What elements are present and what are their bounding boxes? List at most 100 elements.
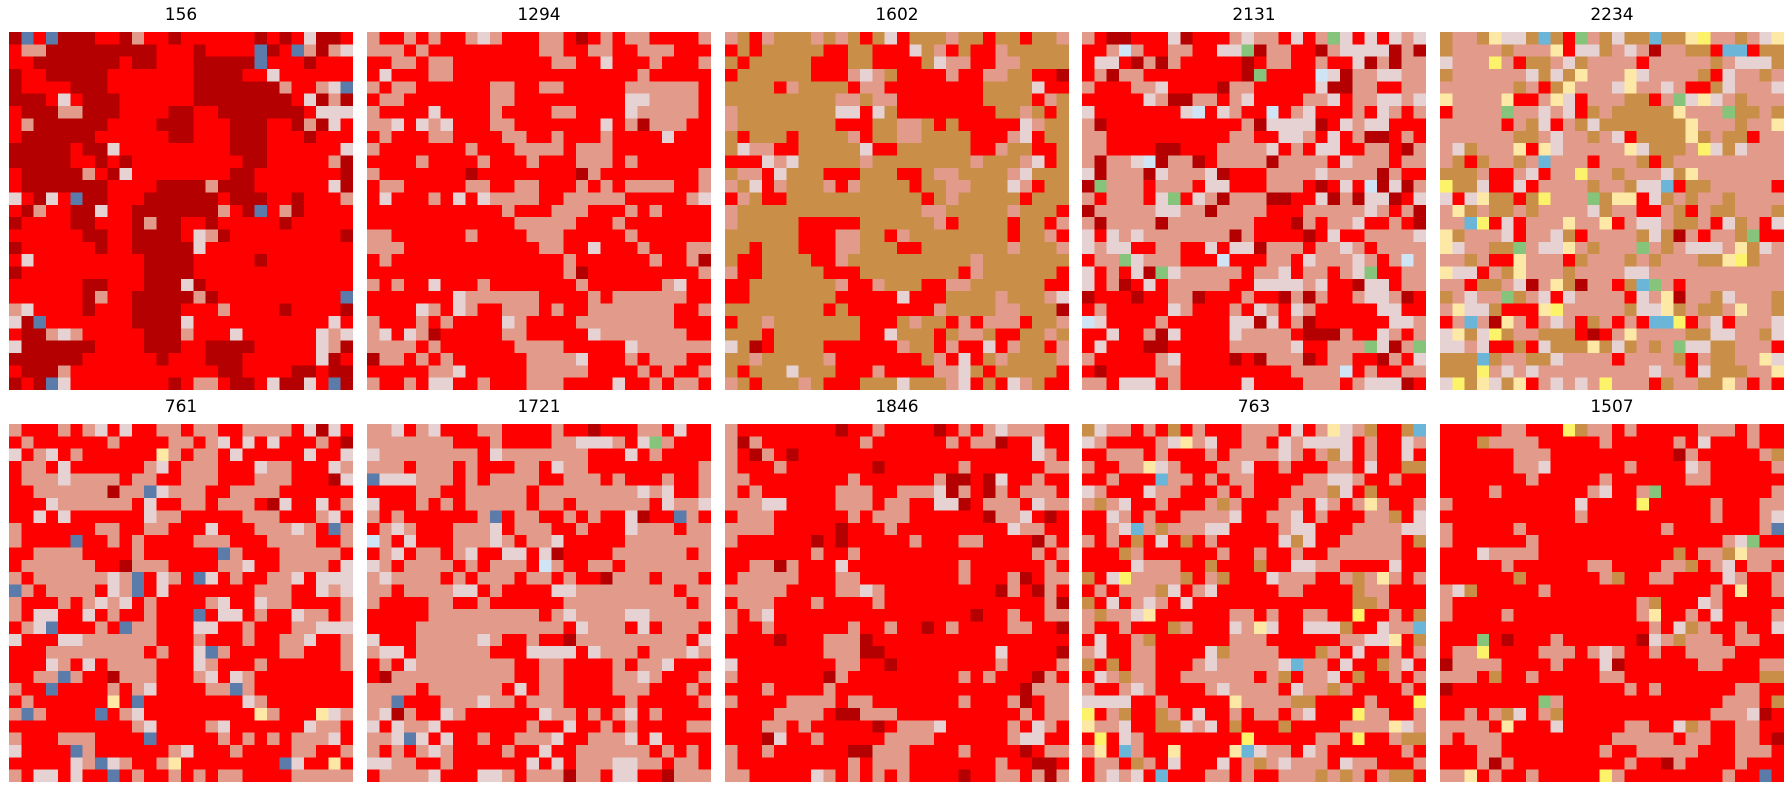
map-cell — [1327, 204, 1341, 218]
map-cell — [340, 621, 353, 635]
map-cell — [181, 547, 194, 561]
map-cell — [1538, 180, 1551, 193]
map-cell — [649, 81, 663, 94]
map-cell — [440, 278, 454, 292]
map-cell — [786, 143, 799, 156]
map-cell — [279, 315, 292, 329]
map-cell — [674, 278, 687, 292]
map-cell — [45, 424, 59, 437]
map-cell — [1327, 217, 1341, 230]
map-cell — [1254, 155, 1267, 169]
map-cell — [514, 436, 527, 449]
map-cell — [181, 328, 194, 341]
map-cell — [1734, 328, 1748, 341]
map-cell — [1143, 340, 1156, 354]
map-cell — [82, 510, 96, 524]
map-cell — [58, 461, 71, 474]
map-cell — [1489, 44, 1502, 57]
map-cell — [95, 155, 108, 169]
map-cell — [489, 118, 503, 132]
map-cell — [1401, 130, 1414, 144]
map-cell — [316, 315, 329, 329]
map-cell — [1698, 56, 1711, 70]
map-cell — [1180, 143, 1193, 156]
map-cell — [33, 315, 47, 329]
map-cell — [1501, 241, 1514, 255]
map-cell — [291, 461, 305, 474]
map-cell — [575, 56, 589, 70]
map-cell — [217, 633, 231, 647]
map-cell — [1489, 229, 1502, 243]
map-cell — [465, 303, 478, 317]
map-cell — [514, 424, 527, 437]
map-cell — [131, 217, 145, 230]
map-cell — [82, 448, 96, 462]
map-cell — [1452, 69, 1465, 82]
map-cell — [242, 584, 255, 598]
map-cell — [1094, 241, 1107, 255]
landcover-map — [367, 424, 711, 782]
map-cell — [316, 485, 329, 499]
map-cell — [70, 658, 83, 672]
map-cell — [1648, 217, 1662, 230]
map-cell — [575, 303, 589, 317]
map-cell — [811, 32, 824, 45]
map-cell — [291, 278, 305, 292]
map-cell — [551, 352, 564, 366]
map-cell — [131, 720, 145, 733]
map-cell — [1254, 93, 1267, 107]
map-cell — [340, 498, 353, 511]
map-cell — [761, 192, 775, 206]
map-cell — [9, 695, 22, 709]
map-cell — [1340, 180, 1353, 193]
map-cell — [45, 436, 59, 449]
map-cell — [674, 254, 687, 267]
map-cell — [367, 254, 380, 267]
map-cell — [674, 365, 687, 378]
map-cell — [1526, 106, 1539, 119]
map-cell — [193, 646, 206, 659]
map-cell — [279, 744, 292, 758]
map-cell — [82, 584, 96, 598]
map-cell — [1550, 143, 1564, 156]
map-cell — [316, 229, 329, 243]
map-cell — [1168, 254, 1181, 267]
map-cell — [1526, 303, 1539, 317]
map-cell — [1327, 291, 1341, 304]
map-cell — [661, 155, 675, 169]
map-cell — [21, 572, 34, 585]
map-cell — [193, 572, 206, 585]
map-cell — [933, 167, 947, 181]
map-cell — [1192, 93, 1206, 107]
map-cell — [1673, 278, 1686, 292]
map-cell — [95, 720, 108, 733]
map-cell — [107, 646, 120, 659]
map-cell — [698, 56, 711, 70]
map-cell — [1550, 69, 1564, 82]
map-cell — [1168, 143, 1181, 156]
map-cell — [1440, 81, 1453, 94]
map-cell — [391, 130, 405, 144]
map-cell — [1734, 118, 1748, 132]
map-cell — [1229, 278, 1242, 292]
map-cell — [811, 106, 824, 119]
map-cell — [897, 254, 910, 267]
map-cell — [1204, 32, 1218, 45]
map-cell — [970, 229, 984, 243]
map-cell — [45, 646, 59, 659]
map-cell — [379, 192, 392, 206]
map-cell — [9, 559, 22, 573]
map-cell — [502, 130, 515, 144]
map-cell — [465, 217, 478, 230]
map-cell — [897, 303, 910, 317]
map-cell — [217, 254, 231, 267]
map-cell — [897, 365, 910, 378]
map-cell — [725, 266, 738, 280]
map-cell — [181, 757, 194, 770]
map-cell — [1452, 291, 1465, 304]
map-cell — [1771, 254, 1784, 267]
map-cell — [217, 106, 231, 119]
map-cell — [1290, 315, 1304, 329]
map-cell — [403, 56, 417, 70]
map-cell — [119, 204, 133, 218]
